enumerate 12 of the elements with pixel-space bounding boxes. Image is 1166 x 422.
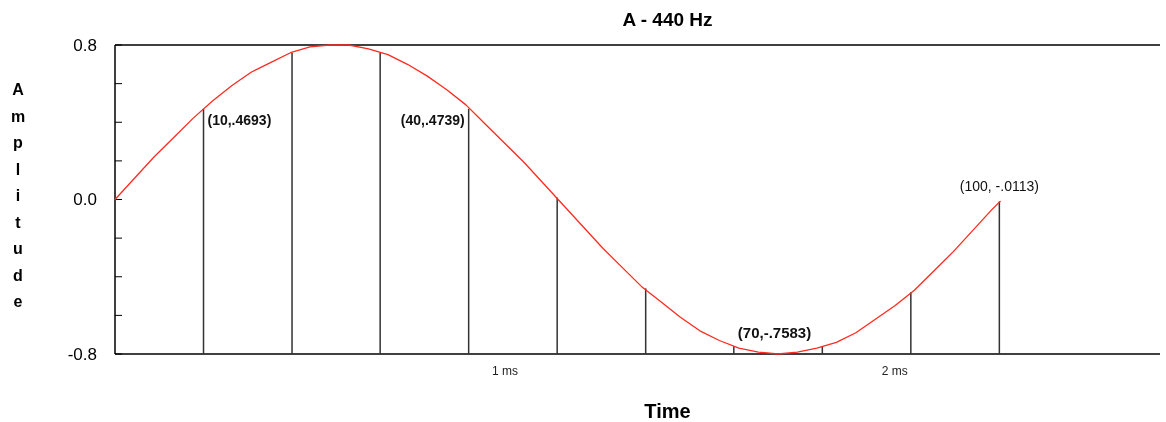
y-tick-label: 0.8	[73, 35, 97, 55]
annotation: (10,.4693)	[207, 111, 272, 128]
annotation: (100, -.0113)	[959, 178, 1039, 195]
annotation: (40,.4739)	[400, 111, 465, 128]
annotation: (70,-.7583)	[737, 324, 812, 342]
x-tick-label: 2 ms	[881, 364, 908, 378]
chart-title: A - 440 Hz	[622, 9, 713, 30]
text: Amplitude	[10, 81, 26, 310]
x-axis-title: Time	[644, 400, 691, 422]
y-tick-label: 0.0	[73, 190, 97, 210]
x-tick-label: 1 ms	[491, 364, 518, 378]
y-tick-label: -0.8	[67, 344, 97, 364]
